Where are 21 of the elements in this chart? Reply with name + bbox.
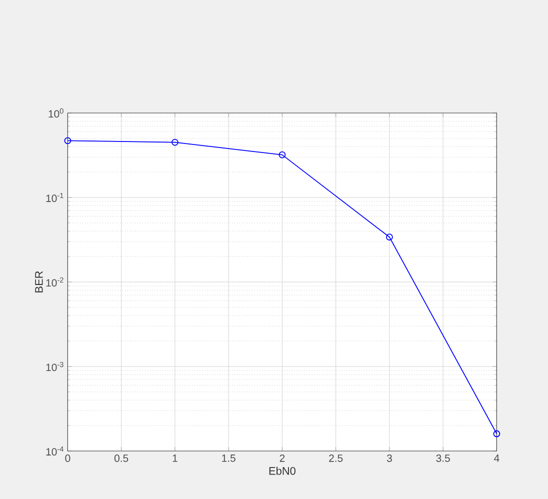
x-axis-title: EbN0 (269, 466, 296, 475)
x-tick-label: 0.5 (114, 454, 128, 462)
x-tick-label: 4 (494, 454, 500, 462)
x-tick-label: 2 (280, 454, 285, 462)
y-axis-title: BER (35, 271, 43, 292)
x-tick-label: 0 (65, 454, 70, 462)
y-tick-label: 10$^{-4}$ (46, 446, 64, 456)
x-tick-label: 3 (386, 454, 392, 462)
x-tick-label: 3.5 (436, 454, 450, 462)
point (386, 234, 393, 241)
point (493, 430, 500, 438)
y-tick-label: 10$^{-2}$ (46, 277, 64, 287)
point (64, 137, 72, 144)
point (278, 151, 286, 158)
x-tick-label: 1.5 (222, 454, 236, 462)
y-tick-label: 10$^{0}$ (48, 108, 64, 118)
x-tick-label: 1 (172, 454, 178, 462)
y-tick-label: 10$^{-1}$ (46, 192, 64, 202)
y-tick-label: 10$^{-3}$ (46, 362, 64, 372)
x-tick-label: 2.5 (329, 454, 343, 462)
point (172, 138, 178, 146)
